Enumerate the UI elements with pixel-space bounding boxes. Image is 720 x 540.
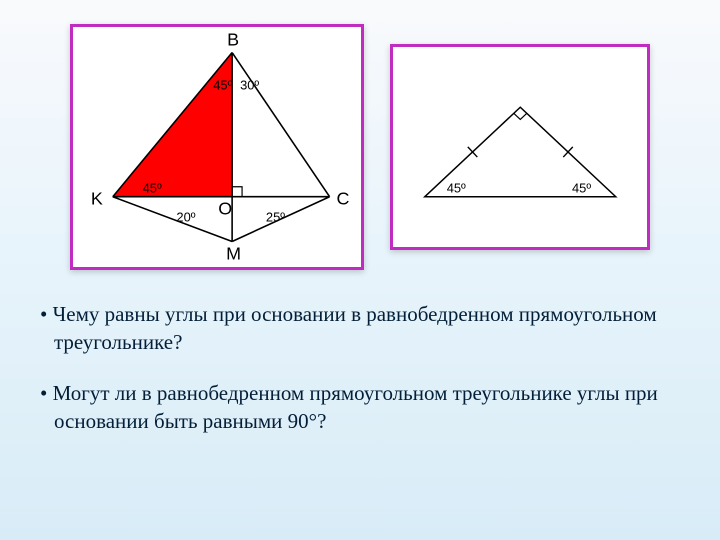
svg-text:25º: 25º bbox=[266, 210, 285, 225]
figure-1-svg: 45º 30º 45º 20º 25º K B C M O bbox=[73, 27, 361, 267]
question-1: • Чему равны углы при основании в равноб… bbox=[40, 300, 680, 357]
svg-text:45º: 45º bbox=[572, 181, 591, 196]
figure-1-panel: 45º 30º 45º 20º 25º K B C M O bbox=[70, 24, 364, 270]
figure-2-panel: 45º 45º bbox=[390, 44, 650, 250]
svg-text:20º: 20º bbox=[176, 210, 195, 225]
question-2: • Могут ли в равнобедренном прямоугольно… bbox=[40, 379, 680, 436]
svg-text:K: K bbox=[91, 189, 103, 209]
svg-text:M: M bbox=[226, 243, 241, 263]
question-block: • Чему равны углы при основании в равноб… bbox=[0, 270, 720, 435]
svg-text:45º: 45º bbox=[143, 181, 162, 196]
figure-2-svg: 45º 45º bbox=[393, 47, 647, 247]
svg-text:B: B bbox=[227, 30, 239, 50]
svg-text:45º: 45º bbox=[447, 181, 466, 196]
svg-text:C: C bbox=[337, 189, 350, 209]
svg-text:O: O bbox=[218, 199, 232, 219]
svg-text:30º: 30º bbox=[240, 77, 259, 92]
figure-panels: 45º 30º 45º 20º 25º K B C M O 45º 45º bbox=[0, 0, 720, 270]
svg-text:45º: 45º bbox=[213, 77, 232, 92]
